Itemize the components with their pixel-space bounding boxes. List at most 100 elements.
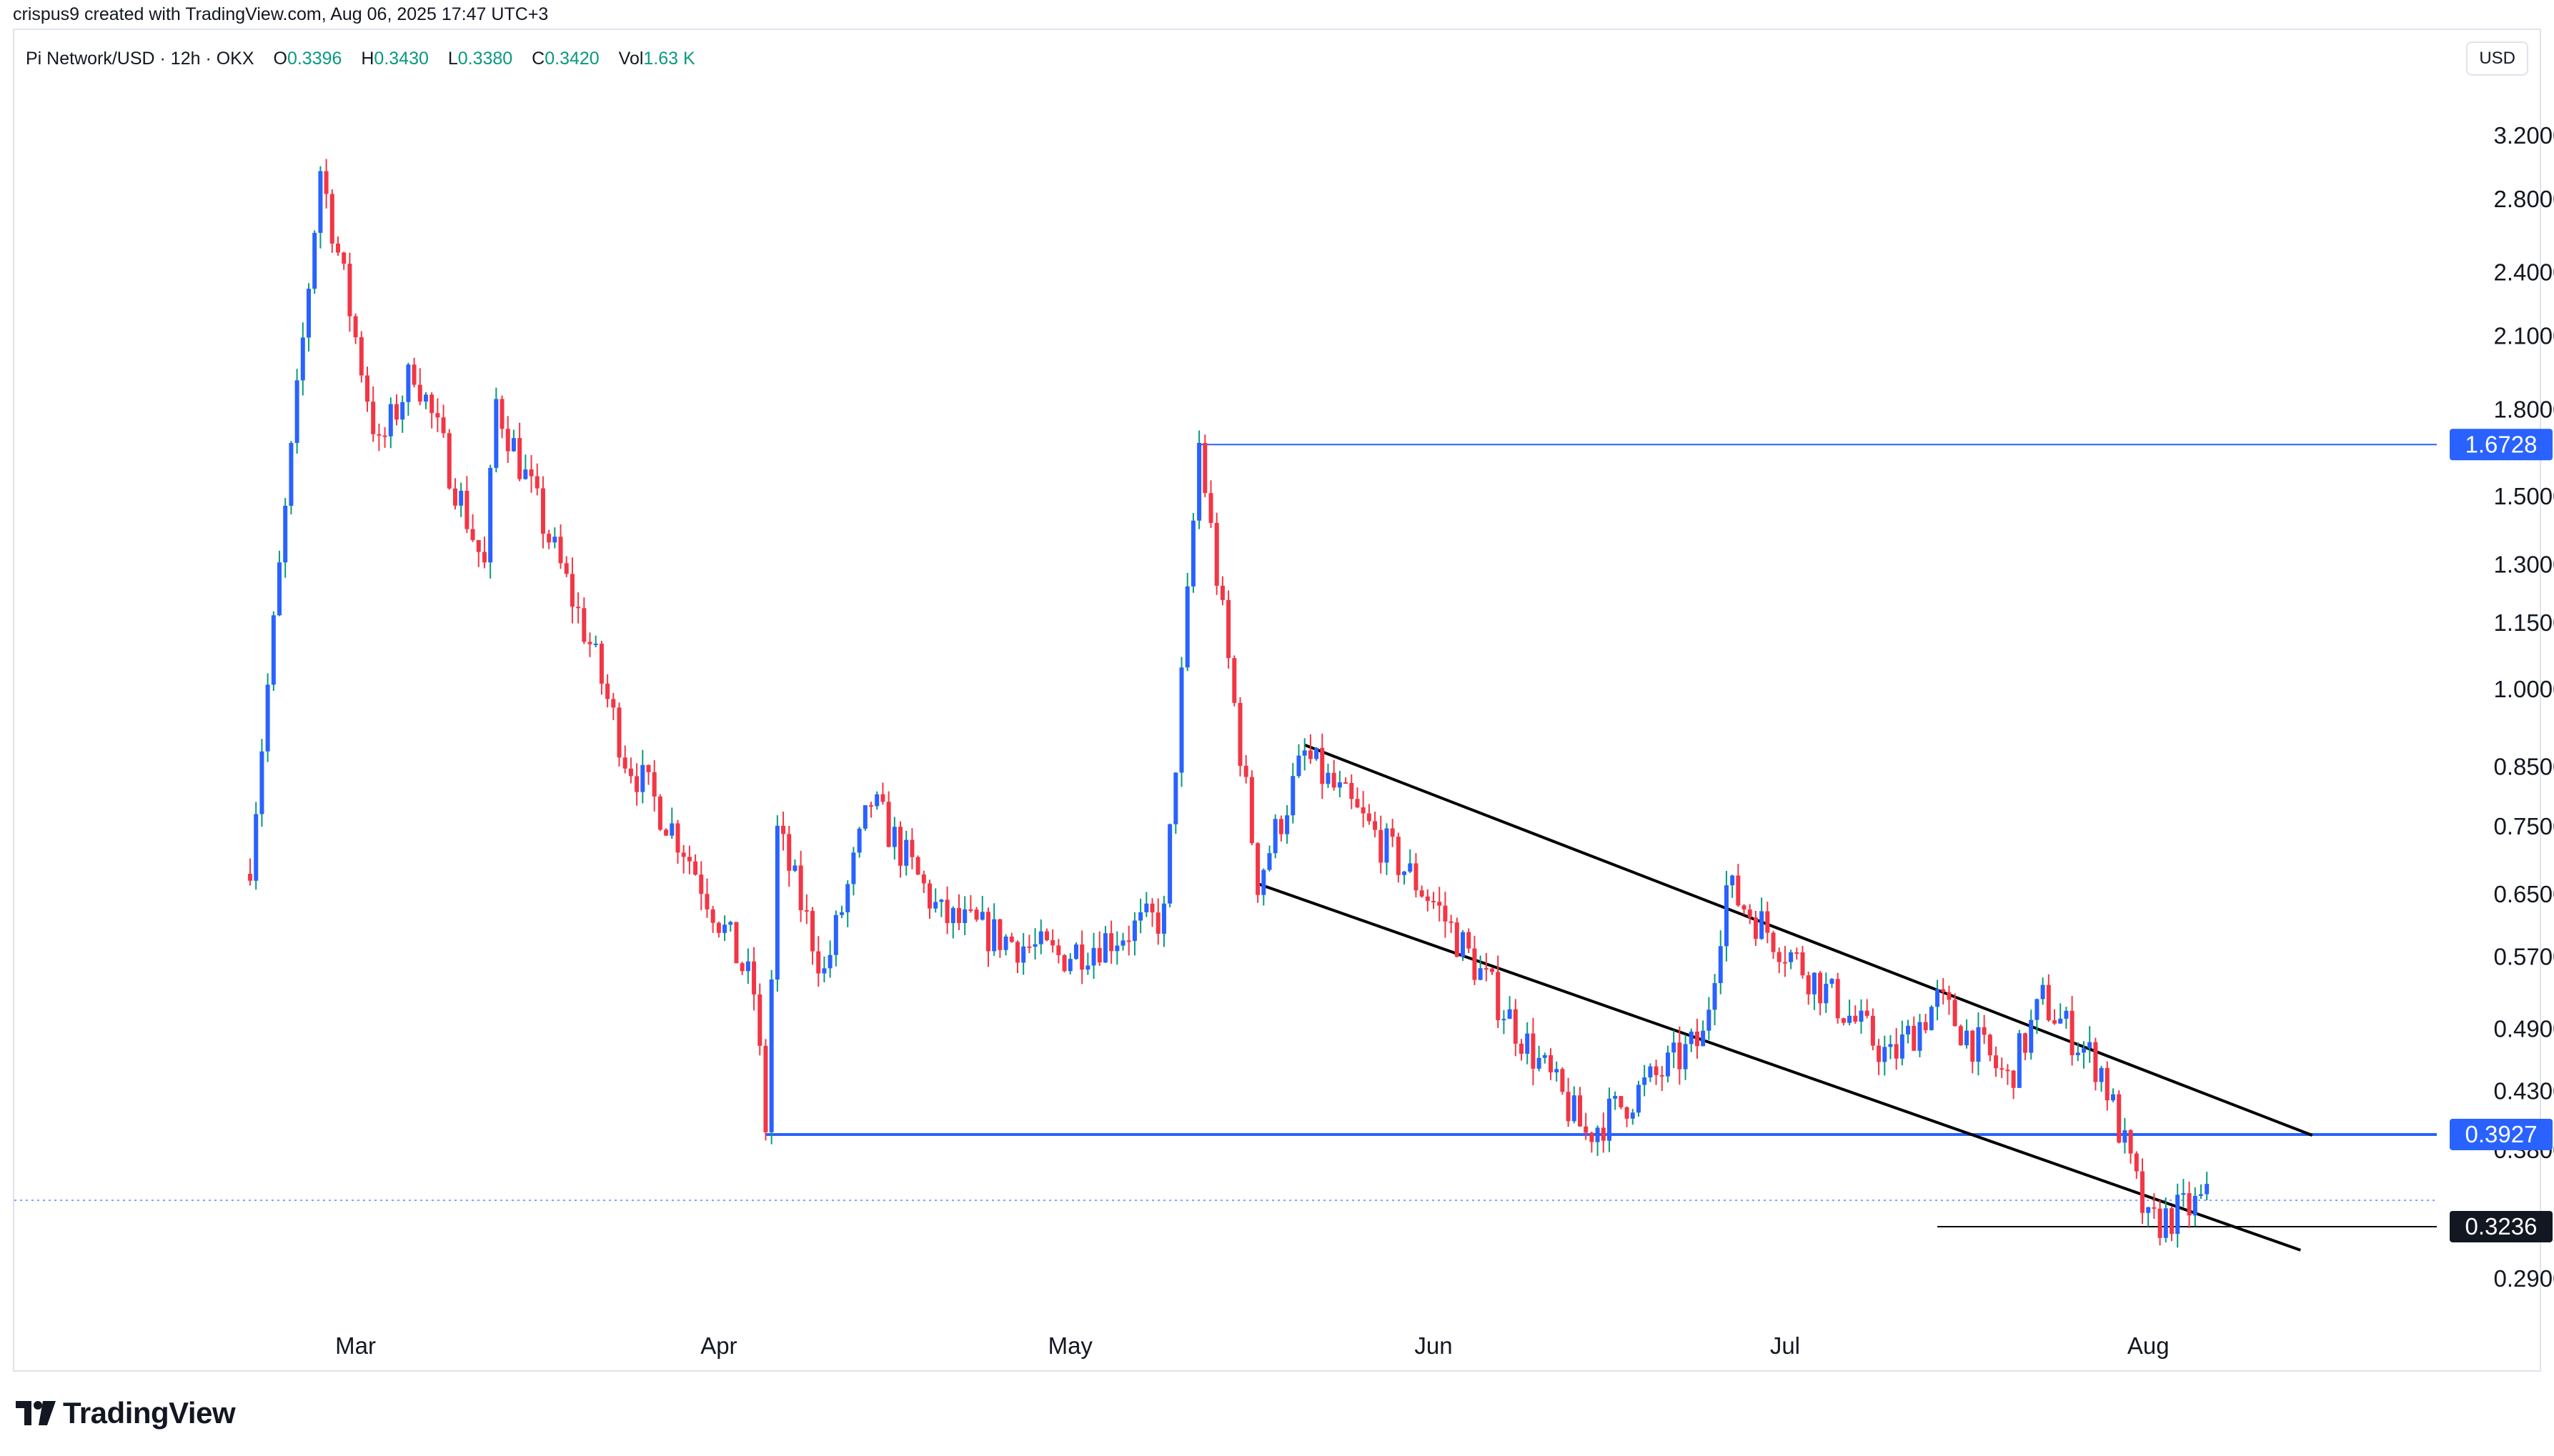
candle[interactable] [587,632,592,657]
candle[interactable] [576,592,581,624]
candle[interactable] [1472,935,1477,985]
candle[interactable] [382,427,387,448]
candle[interactable] [1232,655,1237,707]
candle[interactable] [798,850,803,922]
candle[interactable] [2064,1007,2069,1029]
candle[interactable] [1741,904,1746,915]
candle[interactable] [1501,1009,1506,1034]
candle[interactable] [869,802,874,818]
candle[interactable] [1671,1030,1676,1069]
candle[interactable] [1613,1091,1618,1110]
candle[interactable] [1970,1029,1975,1074]
candle[interactable] [1999,1057,2004,1079]
candle[interactable] [1824,972,1829,1013]
candle[interactable] [265,673,270,762]
candle[interactable] [1888,1034,1893,1059]
candle[interactable] [1256,842,1261,903]
candle[interactable] [1238,697,1243,777]
candle[interactable] [1835,972,1840,1024]
candle[interactable] [1542,1052,1547,1064]
candle[interactable] [752,947,757,1011]
candle[interactable] [968,894,973,913]
candle[interactable] [1033,928,1038,960]
candle[interactable] [1987,1033,1992,1062]
candle[interactable] [394,394,399,426]
candle[interactable] [254,802,259,890]
candle[interactable] [928,879,933,919]
candle[interactable] [1062,954,1067,973]
candle[interactable] [271,611,276,692]
candle[interactable] [1665,1045,1670,1082]
candle[interactable] [950,906,955,939]
candle[interactable] [775,815,780,992]
candle[interactable] [787,826,792,887]
candle[interactable] [2087,1026,2092,1063]
candle[interactable] [664,828,669,836]
candle[interactable] [822,956,827,983]
candle[interactable] [259,739,264,827]
candle[interactable] [646,764,651,785]
candle[interactable] [529,455,534,493]
candle[interactable] [2169,1206,2174,1242]
candle[interactable] [1425,889,1430,912]
candle[interactable] [804,894,809,924]
currency-button[interactable]: USD [2466,41,2528,76]
candle[interactable] [1249,770,1254,846]
candle[interactable] [1624,1106,1629,1127]
candle[interactable] [2011,1069,2016,1100]
candle[interactable] [939,899,944,917]
candle[interactable] [511,429,516,452]
candle[interactable] [840,905,845,919]
candle[interactable] [1694,1018,1699,1059]
candle[interactable] [1952,993,1957,1027]
candle[interactable] [1355,787,1360,809]
candle[interactable] [1994,1046,1999,1077]
candle[interactable] [1659,1066,1664,1092]
candle[interactable] [1689,1028,1694,1052]
candle[interactable] [1601,1112,1606,1153]
candle[interactable] [1454,917,1459,958]
candle[interactable] [329,189,334,254]
candle[interactable] [470,514,475,542]
candle[interactable] [974,907,979,922]
candle[interactable] [400,395,405,433]
candle[interactable] [1566,1077,1571,1127]
candle[interactable] [1864,999,1869,1019]
candle[interactable] [1044,928,1049,942]
candle[interactable] [1091,932,1096,979]
candle[interactable] [1068,953,1073,974]
candle[interactable] [2152,1193,2157,1220]
candle[interactable] [1466,928,1471,953]
candle[interactable] [552,527,557,549]
candle[interactable] [1982,1014,1987,1044]
candle[interactable] [2099,1065,2104,1092]
candle[interactable] [2029,1009,2034,1060]
candle[interactable] [1941,978,1946,1005]
candle[interactable] [2017,1029,2022,1088]
channel-lower-line[interactable] [1257,882,2301,1252]
candle[interactable] [1806,972,1811,1005]
candle[interactable] [359,331,364,383]
candle[interactable] [1877,1039,1882,1075]
candle[interactable] [1003,934,1008,956]
candle[interactable] [857,827,862,858]
candle[interactable] [1829,977,1834,988]
candle[interactable] [1490,967,1495,975]
candle[interactable] [845,880,850,927]
candle[interactable] [1519,1039,1524,1061]
candle[interactable] [307,283,312,352]
candle[interactable] [1314,747,1319,761]
candle[interactable] [810,907,815,965]
candle[interactable] [452,478,457,510]
candle[interactable] [1326,763,1331,788]
candle[interactable] [781,812,786,851]
candle[interactable] [945,886,950,934]
candle[interactable] [1747,904,1752,924]
channel-upper-line[interactable] [1303,743,2313,1137]
candle[interactable] [635,763,640,806]
candle[interactable] [1291,762,1296,824]
candle[interactable] [880,782,885,805]
candle[interactable] [1654,1059,1659,1085]
candle[interactable] [1378,815,1383,874]
candle[interactable] [2175,1183,2180,1248]
